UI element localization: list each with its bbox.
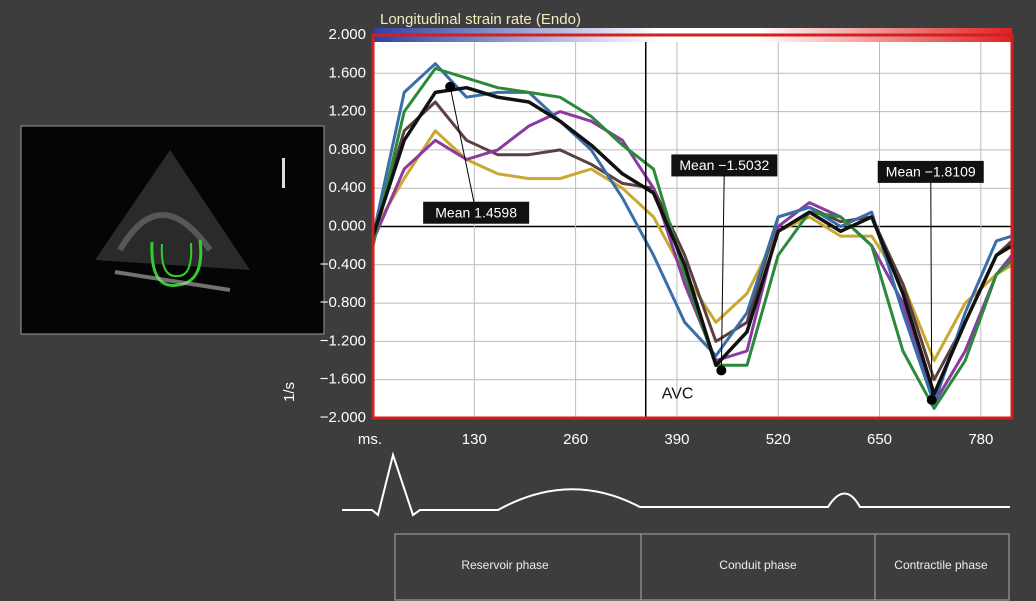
x-tick-label: 390 <box>664 431 689 448</box>
x-tick-label: 260 <box>563 431 588 448</box>
annotation-box <box>671 154 778 177</box>
annotation-leader <box>930 171 933 400</box>
annotation-leader <box>449 86 477 213</box>
annotation-box <box>423 201 530 224</box>
x-tick-label: 130 <box>462 431 487 448</box>
x-tick-label: 650 <box>867 431 892 448</box>
annotation-label: Mean −1.5032 <box>679 157 769 173</box>
mean-point <box>445 81 456 92</box>
annotation-label: Mean −1.8109 <box>886 164 976 180</box>
y-tick-label: 0.000 <box>328 217 366 234</box>
plot-border <box>371 33 1014 420</box>
y-axis-label: 1/s <box>281 382 298 402</box>
annotation-leader <box>720 165 725 371</box>
series-line <box>371 62 1013 406</box>
y-tick-label: 1.200 <box>328 103 366 120</box>
y-tick-label: 2.000 <box>328 26 366 43</box>
y-tick-label: 1.600 <box>328 64 366 81</box>
series-line <box>371 100 1014 382</box>
y-tick-label: −0.800 <box>320 294 366 311</box>
avc-label: AVC <box>662 385 694 402</box>
y-tick-label: 0.800 <box>328 141 366 158</box>
y-tick-label: −0.400 <box>320 256 366 273</box>
series-line <box>371 85 1013 396</box>
x-tick-label: 780 <box>968 431 993 448</box>
mean-point <box>716 365 727 376</box>
phase-label: Conduit phase <box>719 558 797 572</box>
phase-label: Contractile phase <box>894 558 988 572</box>
x-axis-label: ms. <box>358 431 382 448</box>
y-tick-label: 0.400 <box>328 179 366 196</box>
annotation-box <box>877 160 984 183</box>
phase-table <box>394 533 1010 601</box>
annotation-label: Mean 1.4598 <box>435 204 517 220</box>
phase-label: Reservoir phase <box>461 558 549 572</box>
y-tick-label: −2.000 <box>320 409 366 426</box>
y-tick-label: −1.600 <box>320 371 366 388</box>
plot: AVC Mean 1.4598 Mean −1.5032 Mean −1.8109 <box>371 34 1014 419</box>
echo-image <box>20 125 325 335</box>
mean-point <box>926 394 937 405</box>
plot-area <box>373 42 1012 418</box>
ecg-trace <box>342 451 1010 517</box>
y-tick-label: −1.200 <box>320 332 366 349</box>
x-tick-label: 520 <box>766 431 791 448</box>
chart-title: Longitudinal strain rate (Endo) <box>380 11 581 28</box>
